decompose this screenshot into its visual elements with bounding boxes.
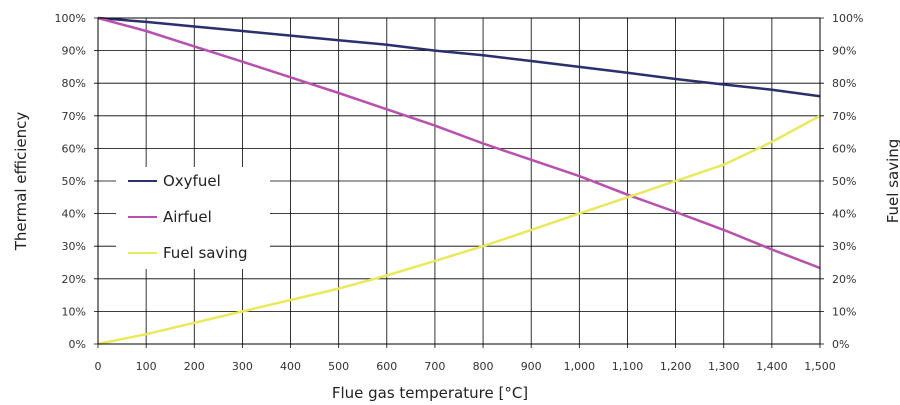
series-line-fuel-saving bbox=[97, 114, 821, 346]
x-tick-label: 0 bbox=[95, 360, 102, 373]
y2-tick-label: 100% bbox=[832, 12, 863, 25]
y-tick-label: 20% bbox=[62, 273, 86, 286]
y2-axis-label: Fuel saving bbox=[884, 139, 900, 224]
y2-tick-label: 70% bbox=[832, 110, 856, 123]
y-tick-label: 0% bbox=[69, 338, 86, 351]
y2-tick-label: 10% bbox=[832, 305, 856, 318]
series-line-airfuel bbox=[97, 16, 821, 270]
x-tick-label: 1,500 bbox=[804, 360, 836, 373]
series-line-oxyfuel bbox=[97, 16, 821, 98]
y-tick-label: 70% bbox=[62, 110, 86, 123]
y-tick-label: 80% bbox=[62, 77, 86, 90]
y-tick-label: 40% bbox=[62, 208, 86, 221]
y2-tick-label: 60% bbox=[832, 142, 856, 155]
y2-tick-label: 80% bbox=[832, 77, 856, 90]
x-tick-label: 200 bbox=[184, 360, 205, 373]
y2-tick-label: 20% bbox=[832, 273, 856, 286]
legend-label-oxyfuel: Oxyfuel bbox=[163, 172, 221, 190]
y2-tick-label: 50% bbox=[832, 175, 856, 188]
x-tick-label: 1,300 bbox=[708, 360, 740, 373]
y2-tick-label: 30% bbox=[832, 240, 856, 253]
x-tick-label: 800 bbox=[473, 360, 494, 373]
x-tick-label: 100 bbox=[136, 360, 157, 373]
x-tick-label: 1,200 bbox=[660, 360, 692, 373]
y-tick-label: 60% bbox=[62, 142, 86, 155]
y-tick-label: 10% bbox=[62, 305, 86, 318]
x-tick-label: 1,000 bbox=[564, 360, 596, 373]
y-tick-label: 50% bbox=[62, 175, 86, 188]
y-tick-label: 90% bbox=[62, 45, 86, 58]
x-tick-label: 300 bbox=[232, 360, 253, 373]
series-lines bbox=[97, 16, 821, 346]
y2-tick-label: 0% bbox=[832, 338, 849, 351]
x-tick-label: 500 bbox=[328, 360, 349, 373]
x-tick-label: 700 bbox=[424, 360, 445, 373]
tick-labels: 0 100 200 300 400 500 600 700 800 900 1,000 1,100 1,… bbox=[55, 12, 864, 373]
y2-tick-label: 90% bbox=[832, 45, 856, 58]
x-tick-label: 1,100 bbox=[612, 360, 644, 373]
x-tick-label: 400 bbox=[280, 360, 301, 373]
y2-tick-label: 40% bbox=[832, 208, 856, 221]
y-axis-label: Thermal efficiency bbox=[12, 112, 30, 252]
y-tick-label: 100% bbox=[55, 12, 86, 25]
plot-frame bbox=[97, 17, 821, 345]
x-tick-label: 1,400 bbox=[756, 360, 788, 373]
x-tick-label: 600 bbox=[376, 360, 397, 373]
legend-label-airfuel: Airfuel bbox=[163, 208, 212, 226]
x-tick-label: 900 bbox=[521, 360, 542, 373]
legend: Oxyfuel Airfuel Fuel saving bbox=[116, 167, 270, 269]
x-axis-label: Flue gas temperature [°C] bbox=[332, 384, 528, 402]
legend-label-fuel-saving: Fuel saving bbox=[163, 244, 248, 262]
y-tick-label: 30% bbox=[62, 240, 86, 253]
